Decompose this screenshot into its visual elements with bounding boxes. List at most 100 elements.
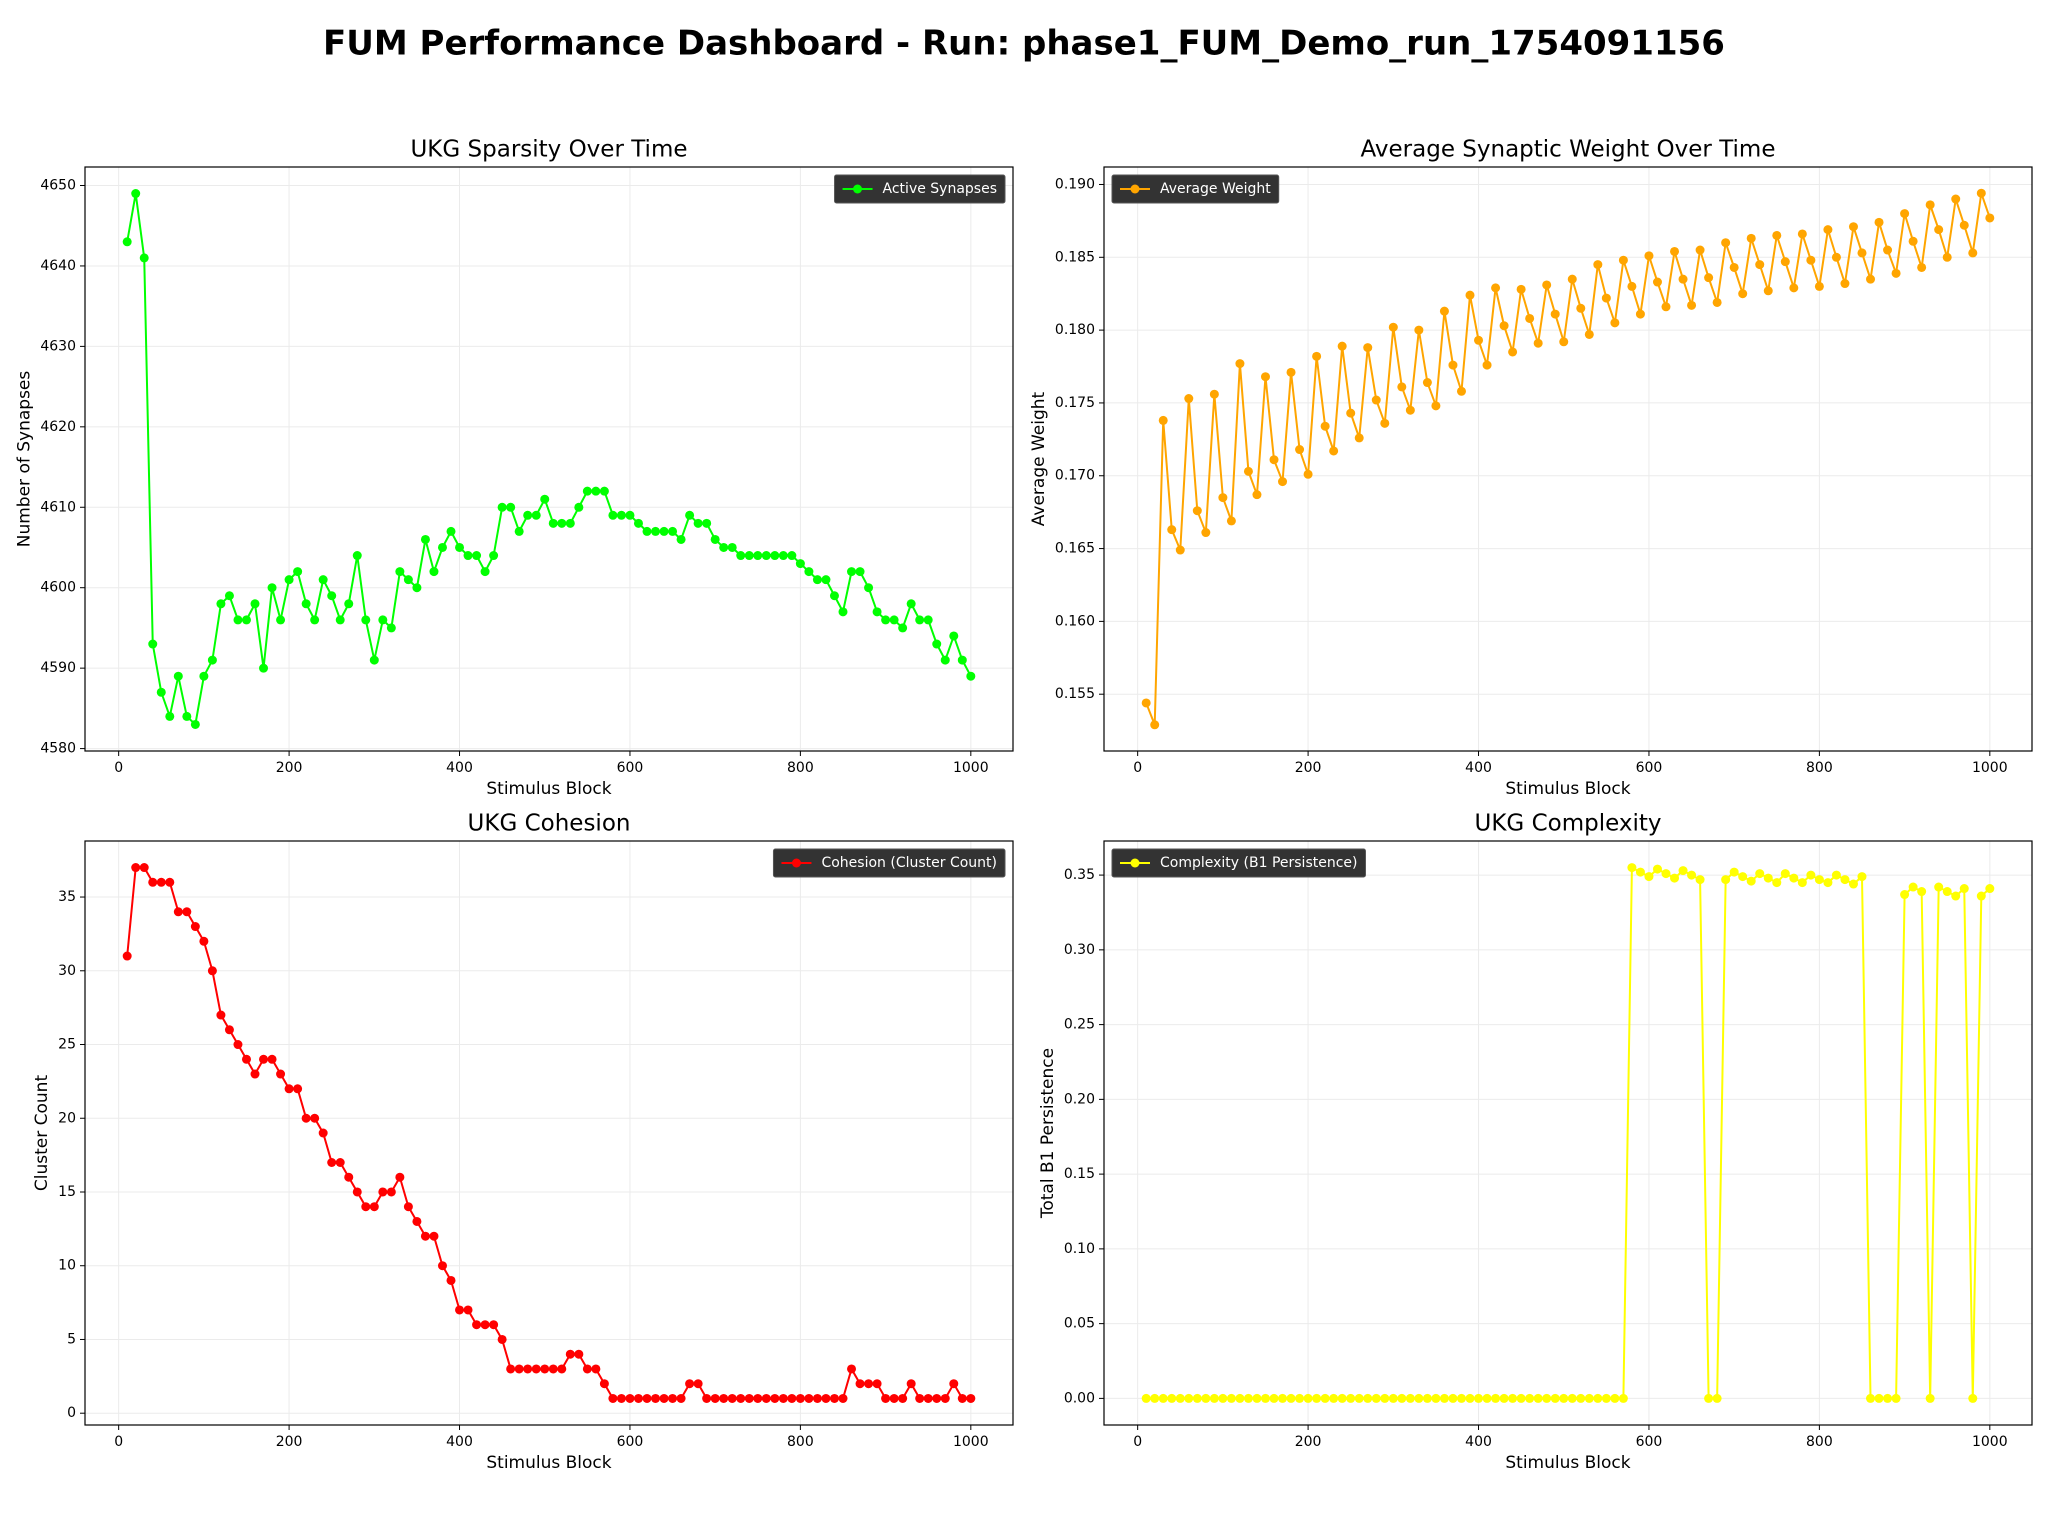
y-tick-label: 4620	[40, 419, 76, 435]
data-point	[898, 623, 908, 633]
data-point	[847, 1364, 857, 1374]
data-point	[148, 639, 158, 649]
subplot: 0 200 400 600 800 1000 0.00 0.05 0.10 0.15 0.20 0.2…	[1038, 811, 2033, 1473]
y-tick-label: 4580	[40, 741, 76, 757]
subplot-title: Average Synaptic Weight Over Time	[1361, 137, 1776, 163]
data-point	[1755, 260, 1765, 270]
data-point	[1312, 1393, 1322, 1403]
data-point	[190, 719, 200, 729]
data-point	[1644, 251, 1654, 261]
x-tick-label: 1000	[953, 1434, 989, 1450]
data-point	[1976, 188, 1986, 198]
data-point	[514, 1364, 524, 1374]
data-point	[199, 936, 209, 946]
x-tick-label: 0	[114, 760, 123, 776]
data-point	[1405, 1393, 1415, 1403]
data-point	[1670, 873, 1680, 883]
data-point	[165, 711, 175, 721]
data-point	[1695, 875, 1705, 885]
data-point	[855, 1379, 865, 1389]
data-point	[318, 1128, 328, 1138]
data-point	[915, 1393, 925, 1403]
x-tick-label: 200	[276, 1434, 303, 1450]
data-point	[352, 1187, 362, 1197]
data-point	[1755, 869, 1765, 879]
data-point	[1678, 274, 1688, 284]
data-point	[1278, 1393, 1288, 1403]
data-point	[1712, 1393, 1722, 1403]
x-tick-label: 800	[787, 1434, 814, 1450]
data-point	[224, 1025, 234, 1035]
data-point	[847, 567, 857, 577]
data-point	[1763, 873, 1773, 883]
data-point	[1243, 466, 1253, 476]
data-point	[1968, 1393, 1978, 1403]
data-point	[829, 1393, 839, 1403]
data-point	[412, 583, 422, 593]
data-point	[1516, 1393, 1526, 1403]
data-point	[301, 1113, 311, 1123]
data-point	[1559, 1393, 1569, 1403]
data-point	[1431, 401, 1441, 411]
data-point	[1823, 225, 1833, 235]
data-point	[1363, 1393, 1373, 1403]
data-point	[344, 1172, 354, 1182]
data-point	[489, 551, 499, 561]
data-point	[165, 877, 175, 887]
legend-swatch-marker	[1130, 858, 1140, 868]
legend: Average Weight	[1111, 174, 1280, 204]
data-point	[1891, 1393, 1901, 1403]
data-point	[1789, 873, 1799, 883]
data-line	[1145, 192, 1991, 726]
data-point	[1610, 1393, 1620, 1403]
data-point	[1985, 213, 1995, 223]
data-point	[1687, 300, 1697, 310]
x-tick-label: 200	[1295, 760, 1322, 776]
data-point	[1363, 343, 1373, 353]
data-point	[1354, 433, 1364, 443]
legend-label: Complexity (B1 Persistence)	[1160, 855, 1357, 871]
x-tick-label: 600	[617, 760, 644, 776]
data-point	[1329, 446, 1339, 456]
data-point	[1303, 1393, 1313, 1403]
data-point	[1388, 1393, 1398, 1403]
data-point	[1303, 469, 1313, 479]
data-point	[659, 1393, 669, 1403]
data-point	[1721, 875, 1731, 885]
data-point	[616, 510, 626, 520]
data-point	[1235, 1393, 1245, 1403]
data-point	[702, 518, 712, 528]
data-point	[1474, 335, 1484, 345]
data-point	[1209, 1393, 1219, 1403]
y-tick-label: 10	[58, 1258, 76, 1274]
data-point	[131, 189, 141, 199]
data-point	[1525, 1393, 1535, 1403]
data-point	[710, 534, 720, 544]
data-point	[582, 1364, 592, 1374]
legend-swatch-marker	[853, 184, 863, 194]
data-point	[1150, 1393, 1160, 1403]
data-point	[1670, 246, 1680, 256]
data-point	[1141, 698, 1151, 708]
data-point	[1354, 1393, 1364, 1403]
data-point	[1644, 872, 1654, 882]
legend-box	[772, 848, 1006, 878]
data-point	[1951, 194, 1961, 204]
data-point	[1371, 1393, 1381, 1403]
data-point	[540, 1364, 550, 1374]
data-point	[1337, 341, 1347, 351]
subplot: 0 200 400 600 800 1000 0 5 10 15 20 25 30 35 UKG Cohes…	[32, 811, 1014, 1473]
data-point	[122, 237, 132, 247]
data-point	[693, 1379, 703, 1389]
data-point	[1831, 870, 1841, 880]
data-point	[420, 1231, 430, 1241]
data-point	[1695, 245, 1705, 255]
legend-label: Cohesion (Cluster Count)	[821, 855, 997, 871]
data-point	[182, 711, 192, 721]
data-point	[1959, 884, 1969, 894]
data-point	[1806, 255, 1816, 265]
data-point	[1346, 408, 1356, 418]
data-point	[685, 510, 695, 520]
data-point	[1618, 1393, 1628, 1403]
data-point	[1729, 262, 1739, 272]
